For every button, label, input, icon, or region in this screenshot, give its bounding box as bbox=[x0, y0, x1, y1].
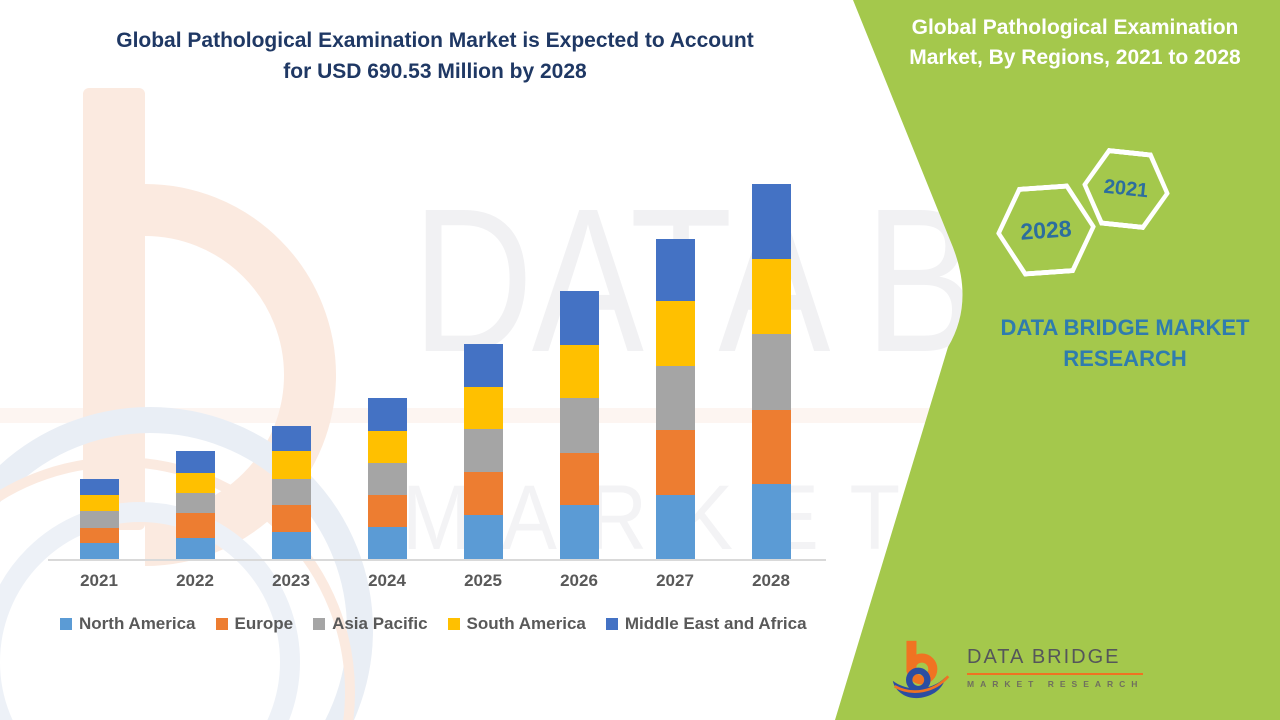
bar-segment-middle-east-and-africa bbox=[79, 478, 119, 496]
chart-legend: North America Europe Asia Pacific South Ame… bbox=[60, 614, 807, 634]
bar-segment-asia-pacific bbox=[175, 493, 215, 514]
bar-segment-asia-pacific bbox=[655, 366, 695, 431]
x-axis-label-2022: 2022 bbox=[176, 571, 214, 590]
page-title-line1: Global Pathological Examination Market i… bbox=[116, 29, 754, 52]
bar-segment-middle-east-and-africa bbox=[367, 398, 407, 432]
legend-item-asia-pacific: Asia Pacific bbox=[313, 614, 428, 634]
legend-swatch bbox=[60, 618, 72, 630]
legend-label: Asia Pacific bbox=[332, 614, 428, 633]
bar-segment-europe bbox=[463, 472, 503, 515]
bar-segment-asia-pacific bbox=[367, 463, 407, 496]
bar-2024 bbox=[367, 398, 407, 560]
bar-segment-south-america bbox=[271, 451, 311, 479]
bar-segment-south-america bbox=[655, 301, 695, 367]
bar-segment-north-america bbox=[79, 542, 119, 560]
bar-segment-asia-pacific bbox=[751, 334, 791, 411]
bar-segment-europe bbox=[367, 495, 407, 527]
brand-wordmark-line2: RESEARCH bbox=[1063, 346, 1187, 371]
bar-2028 bbox=[751, 184, 791, 560]
legend-swatch bbox=[313, 618, 326, 630]
bar-segment-europe bbox=[271, 505, 311, 532]
bar-segment-middle-east-and-africa bbox=[751, 184, 791, 260]
bar-segment-north-america bbox=[751, 484, 791, 560]
company-logo: DATA BRIDGE MARKET RESEARCH bbox=[891, 638, 1144, 700]
bar-segment-north-america bbox=[559, 504, 599, 560]
bar-segment-south-america bbox=[175, 473, 215, 494]
bar-segment-north-america bbox=[655, 495, 695, 560]
bar-segment-europe bbox=[655, 430, 695, 496]
bar-segment-south-america bbox=[79, 495, 119, 512]
bar-segment-europe bbox=[559, 452, 599, 505]
brand-wordmark-line1: DATA BRIDGE MARKET bbox=[1000, 315, 1250, 340]
x-axis-label-2021: 2021 bbox=[80, 571, 118, 590]
side-panel-title-line2: Market, By Regions, 2021 to 2028 bbox=[909, 46, 1241, 69]
bar-segment-south-america bbox=[367, 431, 407, 464]
legend-item-middle-east-and-africa: Middle East and Africa bbox=[605, 614, 807, 634]
bar-segment-south-america bbox=[559, 344, 599, 399]
bar-segment-asia-pacific bbox=[559, 398, 599, 453]
side-panel-title: Global Pathological Examination Market, … bbox=[875, 13, 1275, 73]
bar-segment-middle-east-and-africa bbox=[271, 426, 311, 452]
company-logo-text: DATA BRIDGE MARKET RESEARCH bbox=[967, 646, 1144, 689]
bar-segment-middle-east-and-africa bbox=[463, 343, 503, 387]
legend-label: Middle East and Africa bbox=[624, 614, 807, 633]
bar-2026 bbox=[559, 291, 599, 560]
page-title: Global Pathological Examination Market i… bbox=[55, 25, 815, 87]
bar-2021 bbox=[79, 478, 119, 560]
x-axis-line bbox=[48, 559, 826, 561]
bar-segment-south-america bbox=[751, 259, 791, 335]
x-axis-label-2023: 2023 bbox=[272, 571, 310, 590]
legend-item-north-america: North America bbox=[60, 614, 196, 634]
bar-segment-europe bbox=[751, 410, 791, 485]
x-axis-label-2024: 2024 bbox=[368, 571, 406, 590]
page-title-line2: for USD 690.53 Million by 2028 bbox=[283, 60, 587, 83]
bar-segment-north-america bbox=[463, 514, 503, 560]
bar-segment-middle-east-and-africa bbox=[559, 291, 599, 345]
legend-label: North America bbox=[79, 614, 196, 633]
legend-label: South America bbox=[466, 614, 586, 633]
x-axis-label-2025: 2025 bbox=[464, 571, 502, 590]
x-axis-label-2026: 2026 bbox=[560, 571, 598, 590]
bar-segment-north-america bbox=[271, 531, 311, 560]
brand-wordmark: DATA BRIDGE MARKET RESEARCH bbox=[980, 312, 1270, 374]
bar-segment-asia-pacific bbox=[463, 428, 503, 473]
bar-2022 bbox=[175, 451, 215, 560]
side-panel-title-line1: Global Pathological Examination bbox=[911, 16, 1239, 39]
company-logo-name: DATA BRIDGE bbox=[967, 646, 1144, 675]
bar-segment-middle-east-and-africa bbox=[655, 238, 695, 302]
bar-segment-south-america bbox=[463, 386, 503, 429]
bar-segment-asia-pacific bbox=[79, 511, 119, 529]
legend-item-south-america: South America bbox=[447, 614, 586, 634]
bar-segment-asia-pacific bbox=[271, 478, 311, 506]
legend-label: Europe bbox=[234, 614, 294, 633]
company-logo-tagline: MARKET RESEARCH bbox=[967, 679, 1144, 689]
x-axis-label-2028: 2028 bbox=[752, 571, 790, 590]
legend-swatch bbox=[605, 618, 618, 630]
bar-segment-north-america bbox=[367, 526, 407, 560]
bar-segment-europe bbox=[79, 528, 119, 543]
bar-segment-middle-east-and-africa bbox=[175, 451, 215, 474]
legend-swatch bbox=[215, 618, 228, 630]
bar-2025 bbox=[463, 343, 503, 560]
data-bridge-logo-icon bbox=[892, 640, 950, 699]
hexagon-badge-2021: 2021 bbox=[1078, 146, 1174, 233]
bar-2027 bbox=[655, 238, 695, 560]
legend-item-europe: Europe bbox=[215, 614, 294, 634]
bar-2023 bbox=[271, 426, 311, 560]
legend-swatch bbox=[447, 618, 460, 630]
bar-segment-europe bbox=[175, 513, 215, 538]
x-axis-label-2027: 2027 bbox=[656, 571, 694, 590]
bar-segment-north-america bbox=[175, 537, 215, 560]
